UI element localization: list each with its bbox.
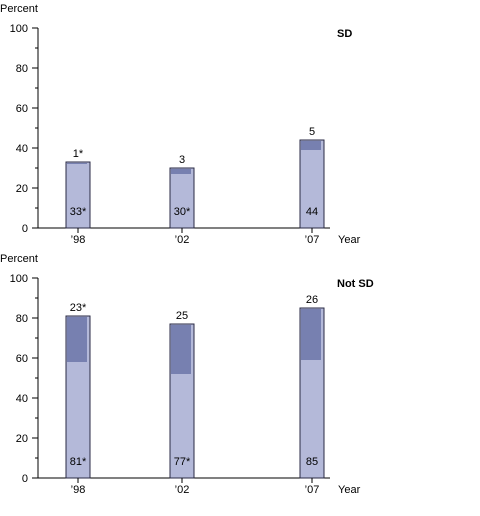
bar-top-label: 5 bbox=[309, 126, 315, 138]
bar-top-label: 3 bbox=[179, 154, 185, 166]
y-tick-label: 40 bbox=[16, 393, 28, 405]
y-tick-label: 60 bbox=[16, 103, 28, 115]
bar-segment bbox=[171, 325, 191, 374]
y-axis-label: Percent bbox=[0, 253, 38, 265]
bar-total bbox=[299, 139, 325, 229]
y-tick-label: 40 bbox=[16, 143, 28, 155]
bar-value-label: 85 bbox=[306, 456, 318, 468]
x-tick-label: ’02 bbox=[175, 234, 190, 246]
bar-value-label: 30* bbox=[174, 206, 191, 218]
x-tick-label: ’98 bbox=[71, 234, 86, 246]
x-tick-label: ’07 bbox=[305, 484, 320, 496]
bar-top-label: 25 bbox=[176, 310, 188, 322]
bar-top-label: 1* bbox=[73, 148, 84, 160]
y-tick-label: 20 bbox=[16, 183, 28, 195]
bar-segment bbox=[67, 317, 87, 362]
bar-total bbox=[65, 161, 91, 229]
x-tick-label: ’98 bbox=[71, 484, 86, 496]
bar-value-label: 33* bbox=[70, 206, 87, 218]
x-axis-label: Year bbox=[338, 234, 361, 246]
bar-top-label: 26 bbox=[306, 294, 318, 306]
chart-panel-sd: Percent 0 20 40 60 80 100 SD 1* 33* ’98 3 30* ’02 5 44 ’… bbox=[0, 3, 361, 246]
y-axis-label: Percent bbox=[0, 3, 38, 15]
y-tick-label: 100 bbox=[10, 273, 28, 285]
y-tick-label: 80 bbox=[16, 313, 28, 325]
x-tick-label: ’02 bbox=[175, 484, 190, 496]
y-tick-label: 80 bbox=[16, 63, 28, 75]
chart-panel-not-sd: Percent 0 20 40 60 80 100 Not SD 23* 81* ’98 25 77* ’… bbox=[0, 253, 374, 496]
y-tick-label: 60 bbox=[16, 353, 28, 365]
bar-top-label: 23* bbox=[70, 302, 87, 314]
bar-segment bbox=[301, 141, 321, 150]
y-tick-label: 0 bbox=[22, 473, 28, 485]
bar-segment bbox=[301, 309, 321, 360]
y-tick-label: 20 bbox=[16, 433, 28, 445]
y-tick-label: 0 bbox=[22, 223, 28, 235]
bar-segment bbox=[67, 163, 87, 164]
x-axis-label: Year bbox=[338, 484, 361, 496]
bar-segment bbox=[171, 169, 191, 174]
bar-value-label: 81* bbox=[70, 456, 87, 468]
y-tick-label: 100 bbox=[10, 23, 28, 35]
x-tick-label: ’07 bbox=[305, 234, 320, 246]
chart-title: SD bbox=[337, 28, 352, 40]
bar-total bbox=[169, 167, 195, 229]
chart-title: Not SD bbox=[337, 278, 374, 290]
bar-value-label: 77* bbox=[174, 456, 191, 468]
bar-value-label: 44 bbox=[306, 206, 318, 218]
